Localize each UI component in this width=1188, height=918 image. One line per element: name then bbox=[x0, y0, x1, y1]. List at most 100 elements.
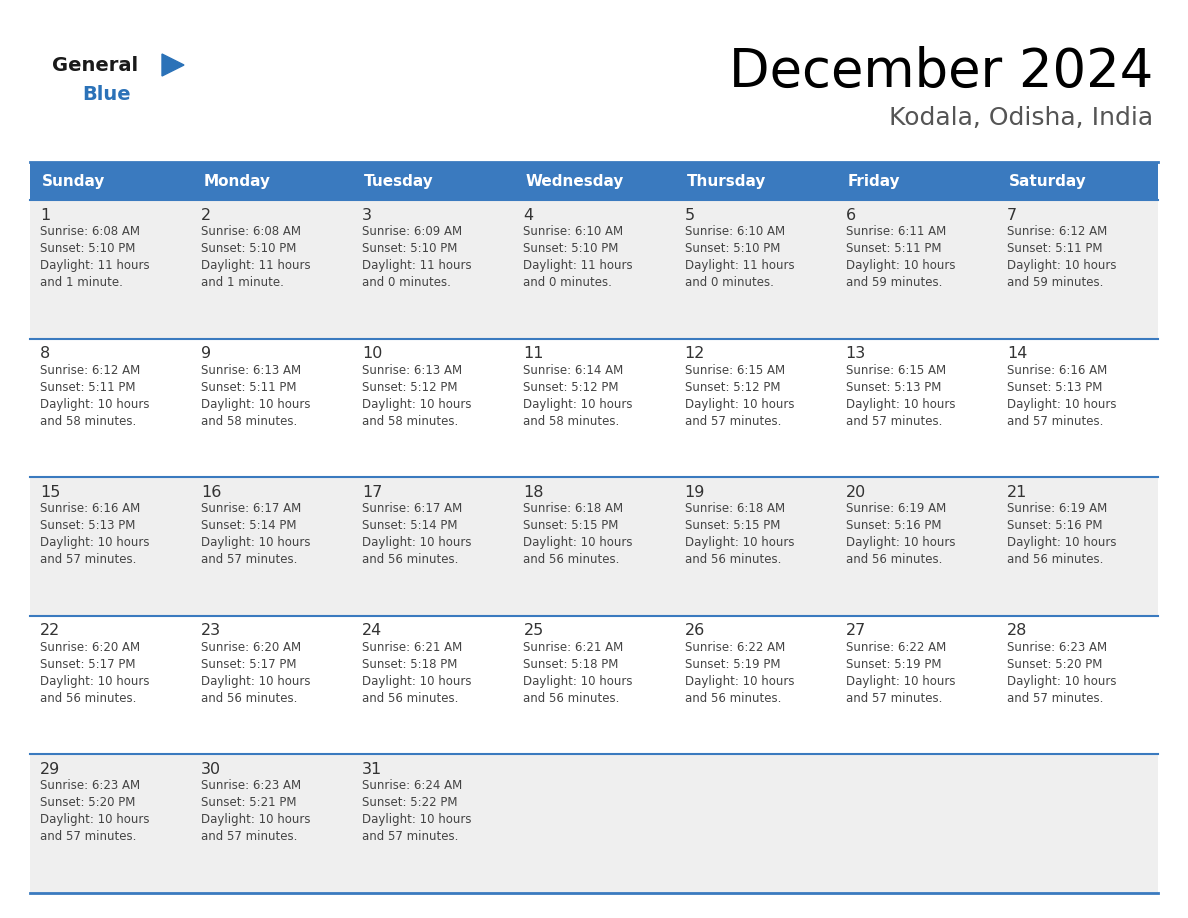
Text: Sunrise: 6:17 AM: Sunrise: 6:17 AM bbox=[201, 502, 302, 515]
Text: Daylight: 10 hours: Daylight: 10 hours bbox=[40, 536, 150, 549]
Text: and 57 minutes.: and 57 minutes. bbox=[40, 554, 137, 566]
Text: 10: 10 bbox=[362, 346, 383, 361]
Text: Sunrise: 6:21 AM: Sunrise: 6:21 AM bbox=[524, 641, 624, 654]
Text: Sunrise: 6:09 AM: Sunrise: 6:09 AM bbox=[362, 225, 462, 238]
Text: Sunrise: 6:23 AM: Sunrise: 6:23 AM bbox=[1007, 641, 1107, 654]
Text: 31: 31 bbox=[362, 762, 383, 777]
Text: Sunday: Sunday bbox=[42, 174, 106, 188]
Text: Daylight: 10 hours: Daylight: 10 hours bbox=[846, 675, 955, 688]
Text: 17: 17 bbox=[362, 485, 383, 499]
Text: Sunrise: 6:08 AM: Sunrise: 6:08 AM bbox=[201, 225, 301, 238]
Text: 21: 21 bbox=[1007, 485, 1028, 499]
Bar bbox=[30, 339, 1158, 477]
Text: Daylight: 10 hours: Daylight: 10 hours bbox=[1007, 536, 1117, 549]
Text: and 56 minutes.: and 56 minutes. bbox=[524, 692, 620, 705]
Text: Sunrise: 6:14 AM: Sunrise: 6:14 AM bbox=[524, 364, 624, 376]
Text: and 56 minutes.: and 56 minutes. bbox=[846, 554, 942, 566]
Text: Daylight: 11 hours: Daylight: 11 hours bbox=[684, 259, 795, 272]
Text: Daylight: 11 hours: Daylight: 11 hours bbox=[362, 259, 472, 272]
Text: Sunset: 5:16 PM: Sunset: 5:16 PM bbox=[1007, 520, 1102, 532]
Text: Sunrise: 6:10 AM: Sunrise: 6:10 AM bbox=[524, 225, 624, 238]
Text: Sunset: 5:12 PM: Sunset: 5:12 PM bbox=[524, 381, 619, 394]
Text: Sunset: 5:10 PM: Sunset: 5:10 PM bbox=[684, 242, 781, 255]
Text: 18: 18 bbox=[524, 485, 544, 499]
Bar bbox=[30, 755, 1158, 893]
Text: and 56 minutes.: and 56 minutes. bbox=[524, 554, 620, 566]
Text: and 57 minutes.: and 57 minutes. bbox=[846, 692, 942, 705]
Text: and 57 minutes.: and 57 minutes. bbox=[1007, 415, 1104, 428]
Text: and 56 minutes.: and 56 minutes. bbox=[1007, 554, 1104, 566]
Text: Sunset: 5:10 PM: Sunset: 5:10 PM bbox=[362, 242, 457, 255]
Text: and 57 minutes.: and 57 minutes. bbox=[201, 831, 297, 844]
Text: Daylight: 10 hours: Daylight: 10 hours bbox=[1007, 397, 1117, 410]
Bar bbox=[30, 200, 1158, 339]
Text: Sunrise: 6:18 AM: Sunrise: 6:18 AM bbox=[684, 502, 785, 515]
Text: 2: 2 bbox=[201, 207, 211, 222]
Text: and 57 minutes.: and 57 minutes. bbox=[362, 831, 459, 844]
Text: and 1 minute.: and 1 minute. bbox=[201, 276, 284, 289]
Text: Daylight: 10 hours: Daylight: 10 hours bbox=[362, 675, 472, 688]
Text: Sunrise: 6:22 AM: Sunrise: 6:22 AM bbox=[684, 641, 785, 654]
Text: Sunset: 5:14 PM: Sunset: 5:14 PM bbox=[201, 520, 297, 532]
Text: Sunset: 5:11 PM: Sunset: 5:11 PM bbox=[201, 381, 297, 394]
Text: Daylight: 10 hours: Daylight: 10 hours bbox=[846, 536, 955, 549]
Text: Kodala, Odisha, India: Kodala, Odisha, India bbox=[889, 106, 1154, 130]
Text: Sunrise: 6:18 AM: Sunrise: 6:18 AM bbox=[524, 502, 624, 515]
Text: Sunrise: 6:21 AM: Sunrise: 6:21 AM bbox=[362, 641, 462, 654]
Text: 27: 27 bbox=[846, 623, 866, 638]
Text: Sunset: 5:13 PM: Sunset: 5:13 PM bbox=[1007, 381, 1102, 394]
Text: 22: 22 bbox=[40, 623, 61, 638]
Text: Sunrise: 6:20 AM: Sunrise: 6:20 AM bbox=[201, 641, 302, 654]
Text: Friday: Friday bbox=[848, 174, 901, 188]
Text: and 58 minutes.: and 58 minutes. bbox=[40, 415, 137, 428]
Text: and 56 minutes.: and 56 minutes. bbox=[201, 692, 297, 705]
Text: Daylight: 10 hours: Daylight: 10 hours bbox=[201, 536, 310, 549]
Text: 23: 23 bbox=[201, 623, 221, 638]
Text: Sunset: 5:10 PM: Sunset: 5:10 PM bbox=[201, 242, 297, 255]
Text: Sunrise: 6:13 AM: Sunrise: 6:13 AM bbox=[201, 364, 302, 376]
Text: Sunrise: 6:11 AM: Sunrise: 6:11 AM bbox=[846, 225, 946, 238]
Text: Daylight: 11 hours: Daylight: 11 hours bbox=[201, 259, 311, 272]
Text: and 0 minutes.: and 0 minutes. bbox=[524, 276, 612, 289]
Text: Daylight: 10 hours: Daylight: 10 hours bbox=[1007, 675, 1117, 688]
Text: Sunrise: 6:12 AM: Sunrise: 6:12 AM bbox=[1007, 225, 1107, 238]
Text: Daylight: 10 hours: Daylight: 10 hours bbox=[40, 675, 150, 688]
Text: Sunset: 5:17 PM: Sunset: 5:17 PM bbox=[40, 658, 135, 671]
Text: Sunset: 5:11 PM: Sunset: 5:11 PM bbox=[846, 242, 941, 255]
Text: 1: 1 bbox=[40, 207, 50, 222]
Text: Sunrise: 6:16 AM: Sunrise: 6:16 AM bbox=[40, 502, 140, 515]
Text: and 56 minutes.: and 56 minutes. bbox=[684, 554, 781, 566]
Text: 3: 3 bbox=[362, 207, 372, 222]
Text: and 56 minutes.: and 56 minutes. bbox=[362, 554, 459, 566]
Text: Daylight: 10 hours: Daylight: 10 hours bbox=[40, 397, 150, 410]
Text: Sunrise: 6:08 AM: Sunrise: 6:08 AM bbox=[40, 225, 140, 238]
Text: Sunset: 5:14 PM: Sunset: 5:14 PM bbox=[362, 520, 457, 532]
Text: Sunset: 5:20 PM: Sunset: 5:20 PM bbox=[1007, 658, 1102, 671]
Bar bbox=[835, 162, 997, 200]
Text: Sunrise: 6:19 AM: Sunrise: 6:19 AM bbox=[846, 502, 946, 515]
Text: Sunrise: 6:15 AM: Sunrise: 6:15 AM bbox=[684, 364, 785, 376]
Text: and 57 minutes.: and 57 minutes. bbox=[684, 415, 781, 428]
Text: Sunset: 5:15 PM: Sunset: 5:15 PM bbox=[684, 520, 781, 532]
Text: 25: 25 bbox=[524, 623, 544, 638]
Bar bbox=[675, 162, 835, 200]
Text: Sunrise: 6:12 AM: Sunrise: 6:12 AM bbox=[40, 364, 140, 376]
Text: Sunset: 5:12 PM: Sunset: 5:12 PM bbox=[362, 381, 457, 394]
Text: and 57 minutes.: and 57 minutes. bbox=[846, 415, 942, 428]
Text: Thursday: Thursday bbox=[687, 174, 766, 188]
Text: 12: 12 bbox=[684, 346, 704, 361]
Text: Sunset: 5:10 PM: Sunset: 5:10 PM bbox=[40, 242, 135, 255]
Text: Sunset: 5:12 PM: Sunset: 5:12 PM bbox=[684, 381, 781, 394]
Text: Daylight: 10 hours: Daylight: 10 hours bbox=[1007, 259, 1117, 272]
Text: Sunset: 5:13 PM: Sunset: 5:13 PM bbox=[846, 381, 941, 394]
Text: 8: 8 bbox=[40, 346, 50, 361]
Text: Sunrise: 6:24 AM: Sunrise: 6:24 AM bbox=[362, 779, 462, 792]
Text: Sunset: 5:19 PM: Sunset: 5:19 PM bbox=[684, 658, 781, 671]
Text: Sunrise: 6:10 AM: Sunrise: 6:10 AM bbox=[684, 225, 785, 238]
Text: and 59 minutes.: and 59 minutes. bbox=[1007, 276, 1104, 289]
Text: Daylight: 10 hours: Daylight: 10 hours bbox=[524, 675, 633, 688]
Text: Daylight: 11 hours: Daylight: 11 hours bbox=[524, 259, 633, 272]
Text: Sunset: 5:22 PM: Sunset: 5:22 PM bbox=[362, 797, 457, 810]
Text: 9: 9 bbox=[201, 346, 211, 361]
Text: Saturday: Saturday bbox=[1009, 174, 1087, 188]
